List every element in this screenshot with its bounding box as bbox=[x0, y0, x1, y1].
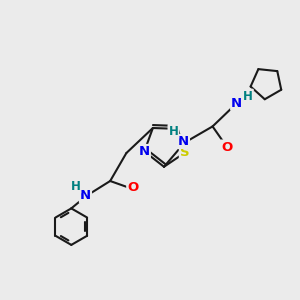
Text: H: H bbox=[243, 90, 253, 103]
Text: N: N bbox=[178, 135, 189, 148]
Text: H: H bbox=[169, 125, 178, 138]
Text: S: S bbox=[180, 146, 190, 159]
Text: O: O bbox=[221, 140, 232, 154]
Text: N: N bbox=[80, 189, 91, 202]
Text: N: N bbox=[139, 145, 150, 158]
Text: H: H bbox=[70, 180, 80, 193]
Text: N: N bbox=[231, 97, 242, 110]
Text: O: O bbox=[127, 181, 139, 194]
